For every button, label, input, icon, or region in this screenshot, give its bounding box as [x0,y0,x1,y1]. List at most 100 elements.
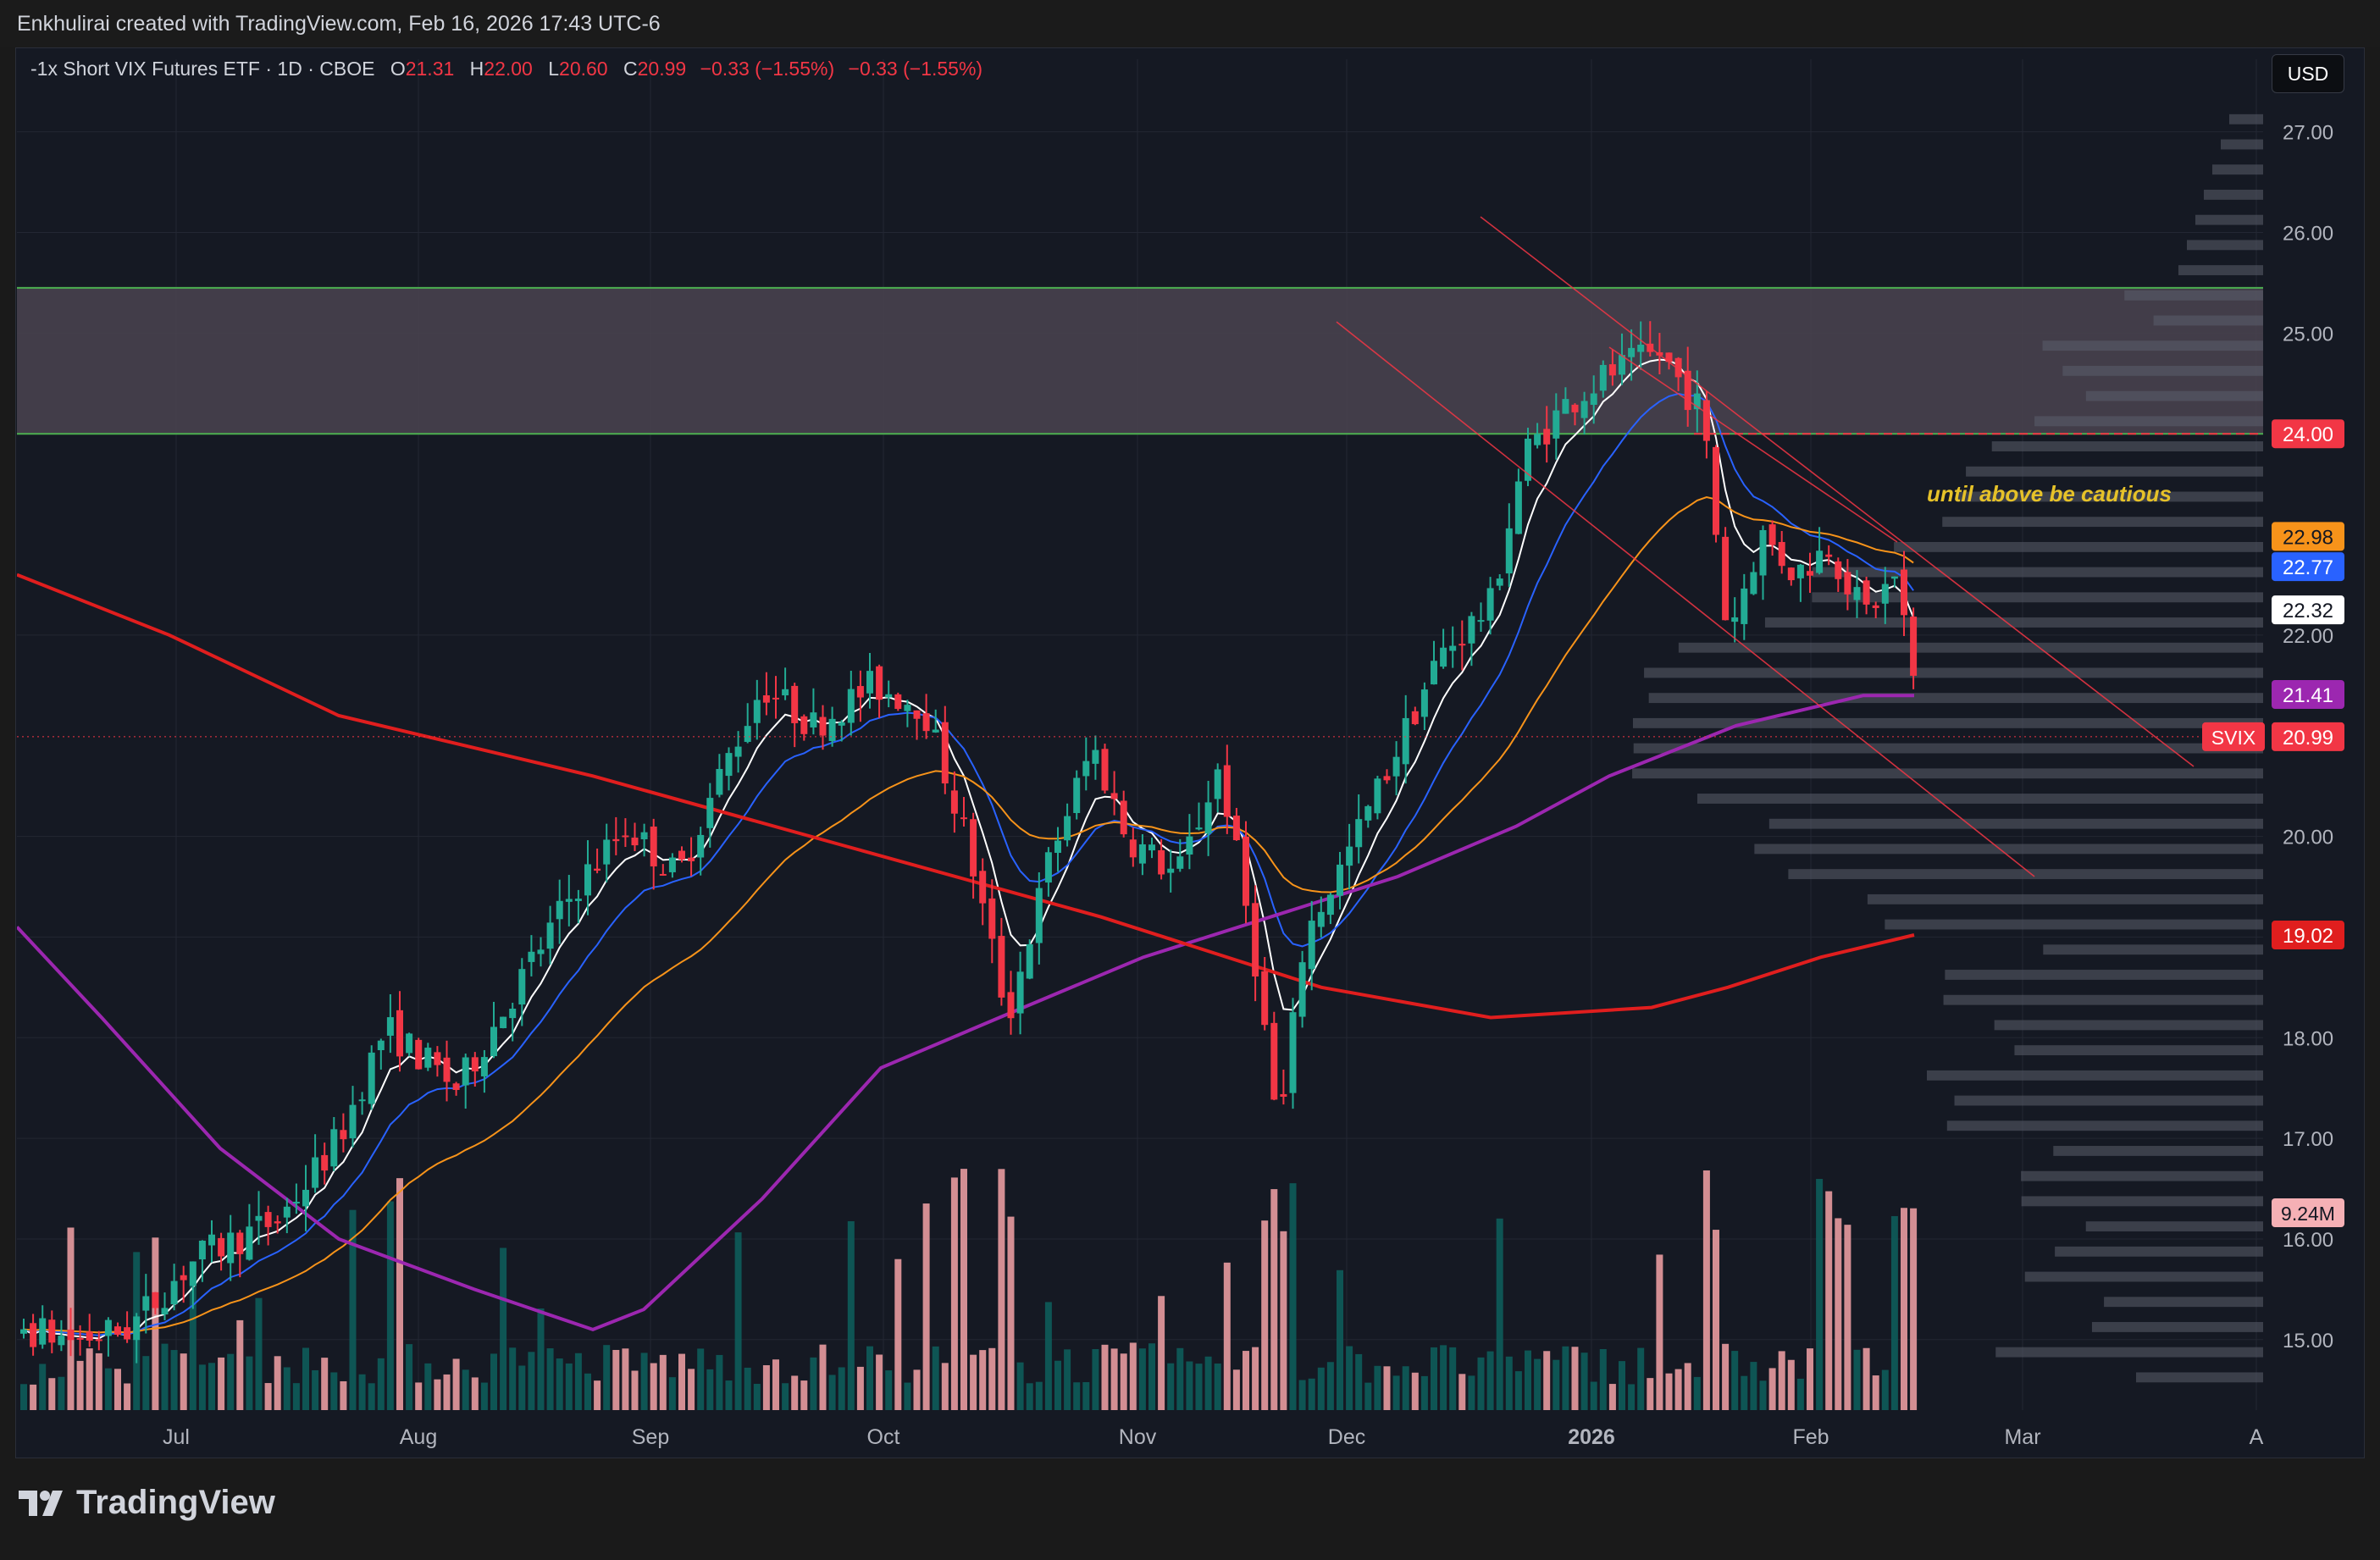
candle-body [1505,528,1513,574]
candle-body [1741,588,1748,624]
candle-body [1232,816,1240,841]
volume-bar [1910,1208,1918,1410]
volume-bar [1590,1381,1597,1410]
candle-body [1477,620,1485,622]
candle-body [828,718,836,741]
volume-bar [396,1178,403,1410]
volume-bar [142,1356,150,1410]
time-axis-label: Feb [1792,1425,1829,1449]
volume-bar [1148,1343,1155,1410]
candle-body [67,1329,75,1341]
candle-body [1590,393,1597,405]
volume-bar [659,1354,667,1410]
volume-bar [1825,1191,1833,1410]
price-axis-tick: 27.00 [2283,122,2333,145]
volume-profile-bar [2135,1372,2263,1383]
volume-bar [688,1369,695,1410]
volume-bar [480,1382,488,1410]
candle-body [1862,580,1870,605]
volume-bar [1807,1348,1813,1410]
candle-body [1186,836,1193,855]
chart-attribution: Enkhulirai created with TradingView.com,… [0,0,2380,47]
candle-body [180,1275,187,1281]
candle-body [1214,769,1221,799]
candle-body [1440,647,1447,667]
volume-bar [800,1380,808,1410]
volume-bar [1562,1346,1569,1410]
volume-bar [227,1353,235,1410]
volume-bar [274,1356,281,1410]
candle-body [39,1318,47,1345]
high-value: 22.00 [484,58,533,80]
volume-bar [189,1280,196,1410]
tradingview-logo-text: TradingView [76,1484,275,1521]
volume-bar [1082,1381,1090,1410]
price-tag-label: 22.98 [2283,526,2333,549]
volume-profile-bar [1632,768,2263,779]
volume-profile-bar [2178,265,2263,275]
volume-bar [1844,1225,1851,1410]
volume-bar [368,1383,375,1410]
volume-bar [537,1308,545,1410]
currency-button[interactable]: USD [2272,54,2344,93]
candle-body [246,1226,253,1260]
candle-body [744,726,751,743]
volume-bar [1449,1347,1457,1410]
candle-body [208,1234,215,1246]
candle-body [1722,536,1730,621]
volume-bar [706,1369,714,1410]
volume-bar [1167,1363,1175,1410]
volume-bar [462,1369,469,1410]
price-tag [2272,680,2344,710]
candle-body [1825,554,1833,557]
annotation-text: until above be cautious [1927,481,2172,506]
candle-body [396,1010,403,1057]
volume-bar [885,1370,893,1410]
candle-body [1364,805,1372,821]
price-axis-tick: 16.00 [2283,1229,2333,1252]
candle-body [1308,921,1315,970]
candle-body [1270,1022,1278,1100]
volume-bar [668,1377,676,1410]
high-label: H [469,58,484,80]
volume-bar [1525,1350,1531,1410]
volume-bar [932,1346,939,1410]
candle-body [377,1040,385,1051]
candle-body [1835,561,1842,579]
candle-body [48,1319,56,1343]
candle-body [1580,401,1588,418]
candle-body [1665,352,1673,362]
volume-bar [1054,1360,1061,1410]
volume-bar [443,1374,451,1410]
candle-body [1619,355,1625,375]
volume-bar [255,1297,263,1410]
volume-bar [1665,1373,1673,1410]
ema-20-line [23,392,1914,1336]
candle-body [716,768,723,795]
candle-body [847,689,855,723]
volume-profile-bar [1754,844,2263,855]
candle-body [1082,761,1090,777]
volume-bar [876,1354,883,1410]
candle-body [1684,370,1691,411]
volume-profile-bar [2124,290,2263,301]
volume-bar [358,1374,366,1410]
candle-body [565,899,573,902]
volume-tag [2272,1198,2344,1227]
volume-profile-bar [2021,1196,2263,1207]
volume-bar [1486,1351,1494,1410]
candle-body [1449,645,1457,651]
candle-body [979,871,987,904]
volume-bar [1647,1378,1654,1410]
candle-body [1261,971,1269,1026]
price-axis-tick: 22.00 [2283,625,2333,648]
volume-profile-bar [1632,717,2263,728]
candle-body [480,1057,488,1076]
candle-body [189,1261,196,1286]
candle-body [612,838,620,842]
candle-body [1223,765,1231,817]
volume-bar [697,1348,705,1410]
candle-body [1674,357,1682,378]
volume-bar [1138,1348,1146,1410]
